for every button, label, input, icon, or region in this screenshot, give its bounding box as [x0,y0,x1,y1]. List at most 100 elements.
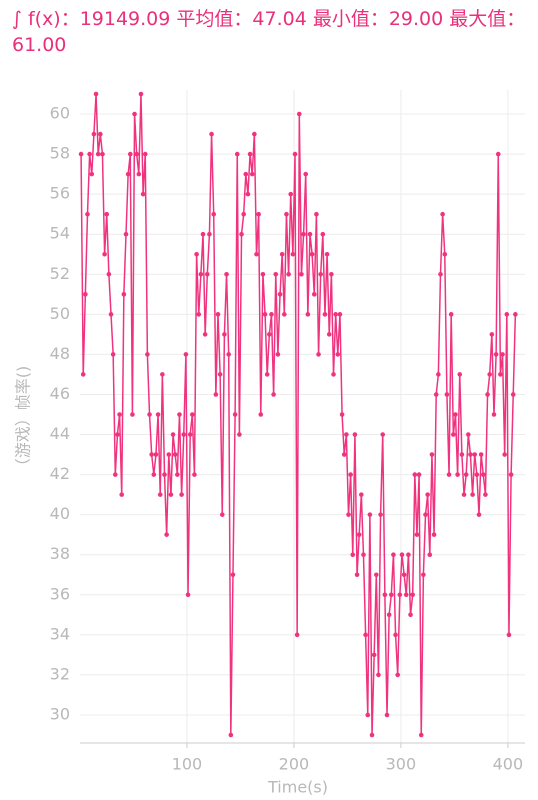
data-point [455,472,460,477]
data-point [318,271,323,277]
data-point [228,732,234,738]
data-point [305,312,311,317]
data-point [273,271,279,277]
data-point [190,412,195,417]
data-point [376,672,381,678]
data-point [504,312,510,317]
y-tick-label: 30 [50,704,70,723]
data-point [262,312,268,317]
data-point [204,271,210,277]
data-point [350,552,356,558]
data-point [179,492,184,497]
data-point [269,312,274,317]
data-point [344,432,349,437]
y-tick-label: 50 [50,304,70,323]
data-point [433,392,439,397]
data-point [461,492,467,497]
data-point [279,251,285,257]
data-point [187,432,193,437]
data-point [311,292,317,297]
data-point [480,472,486,477]
chart-title: ∫ f(x)：19149.09 平均值：47.04 最小值：29.00 最大值：… [12,8,526,56]
data-point [117,412,122,417]
data-point [403,592,409,598]
data-point [339,412,345,417]
data-point [485,392,490,397]
data-point [138,91,144,97]
data-point [275,352,281,357]
data-point [365,712,371,718]
data-point [95,151,101,157]
data-point [247,151,253,157]
data-point [237,432,242,437]
data-point [466,432,471,437]
data-point [211,211,217,217]
data-point [453,412,458,417]
data-point [418,732,424,738]
data-point [85,211,90,217]
data-point [476,512,482,517]
data-point [200,231,206,237]
data-point [151,472,157,477]
data-point [252,131,257,137]
data-point [286,271,291,277]
data-point [463,472,469,477]
data-point [256,211,261,217]
data-point [142,151,148,157]
data-point [258,412,264,417]
data-point [487,372,492,377]
data-point [429,452,435,457]
y-tick-label: 38 [50,544,70,563]
data-point [207,231,212,237]
data-point [162,472,167,477]
data-point [301,231,306,237]
data-point [352,432,358,437]
data-point [157,492,163,497]
data-point [506,632,512,638]
data-point [147,412,152,417]
data-point [222,332,227,337]
data-point [108,312,114,317]
x-tick-label: 200 [279,755,310,774]
data-point [333,312,338,317]
data-point [155,412,161,417]
data-point [290,251,296,257]
y-tick-label: 60 [50,104,70,123]
data-point [277,292,283,297]
data-point [115,432,120,437]
data-point [198,271,204,277]
data-point [121,292,127,297]
data-point [369,732,375,738]
data-point [125,171,131,177]
data-point [354,572,360,578]
data-point [346,512,351,517]
data-point [371,652,377,658]
data-point [164,532,169,537]
data-point [294,632,300,638]
data-point [123,231,129,237]
data-point [98,131,103,137]
data-point [89,171,95,177]
data-point [234,151,240,157]
data-point [307,231,313,237]
data-point [474,472,480,477]
data-point [93,91,99,97]
data-point [361,552,366,558]
data-point [249,171,255,177]
data-point [230,572,236,578]
data-point [359,492,364,497]
data-point [149,452,154,457]
data-point [384,712,390,718]
data-point [436,372,441,377]
data-point [91,131,97,137]
data-point [451,432,456,437]
data-point [232,412,238,417]
data-point [83,292,88,297]
data-point [209,131,214,137]
data-point [134,151,139,157]
data-point [444,392,450,397]
data-point [335,352,341,357]
data-point [245,191,251,197]
data-point [239,231,244,237]
data-point [337,312,343,317]
